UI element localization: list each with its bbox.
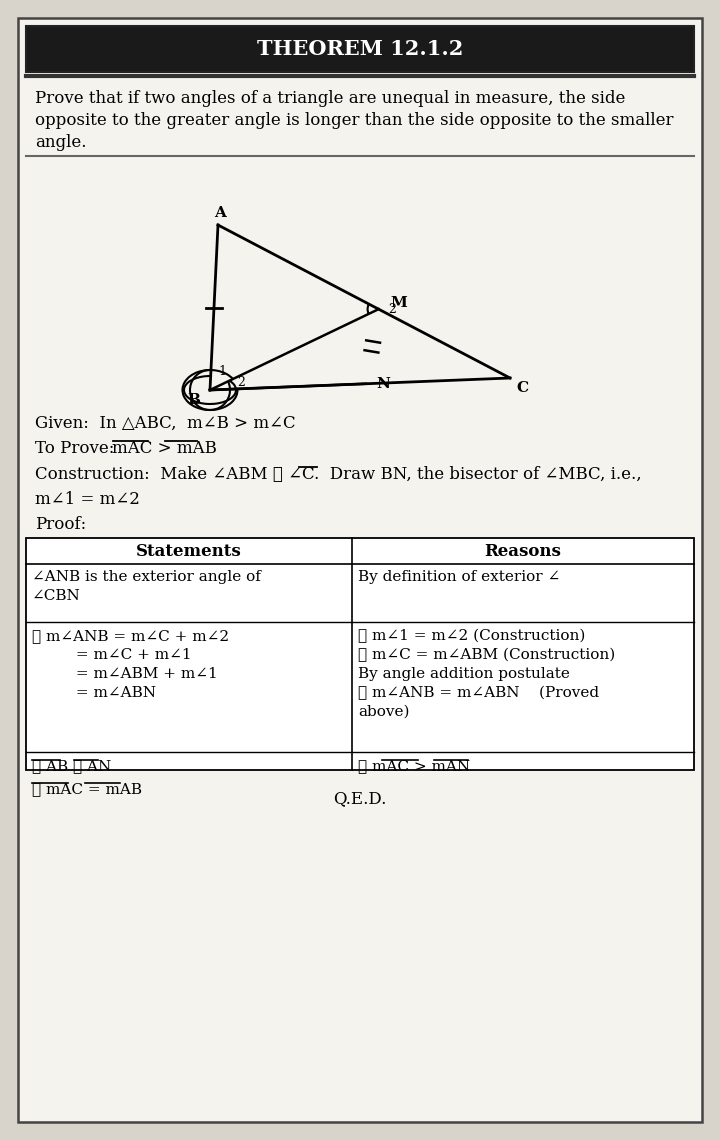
Text: Given:  In △ABC,  m∠B > m∠C: Given: In △ABC, m∠B > m∠C (35, 415, 296, 432)
Bar (26, 26, 694, 72)
Text: angle.: angle. (35, 135, 86, 150)
Text: m∠1 = m∠2: m∠1 = m∠2 (35, 491, 140, 508)
Text: ∴ m∠ANB = m∠ABN    (Proved: ∴ m∠ANB = m∠ABN (Proved (358, 686, 599, 700)
Text: By definition of exterior ∠: By definition of exterior ∠ (358, 570, 560, 584)
Text: To Prove:: To Prove: (35, 440, 120, 457)
Text: Reasons: Reasons (485, 543, 562, 560)
Text: ∠ANB is the exterior angle of
∠CBN: ∠ANB is the exterior angle of ∠CBN (32, 570, 261, 603)
Text: ∴ mAC > mAN: ∴ mAC > mAN (358, 759, 470, 773)
Text: M: M (391, 296, 408, 310)
Text: = m∠C + m∠1: = m∠C + m∠1 (32, 648, 192, 662)
Text: Proof:: Proof: (35, 516, 86, 534)
Text: ∴ mAC = mAB: ∴ mAC = mAB (32, 782, 142, 796)
Text: ∴ m∠C = m∠ABM (Construction): ∴ m∠C = m∠ABM (Construction) (358, 648, 616, 662)
Text: opposite to the greater angle is longer than the side opposite to the smaller: opposite to the greater angle is longer … (35, 112, 673, 129)
Text: A: A (214, 206, 226, 220)
Text: N: N (376, 376, 390, 391)
Text: 2: 2 (389, 303, 397, 316)
Text: above): above) (358, 705, 410, 719)
Text: 1: 1 (218, 365, 226, 378)
Text: = m∠ABM + m∠1: = m∠ABM + m∠1 (32, 667, 217, 681)
Text: Prove that if two angles of a triangle are unequal in measure, the side: Prove that if two angles of a triangle a… (35, 90, 626, 107)
Text: Statements: Statements (136, 543, 242, 560)
Text: = m∠ABN: = m∠ABN (32, 686, 156, 700)
Text: ∴ m∠1 = m∠2 (Construction): ∴ m∠1 = m∠2 (Construction) (358, 629, 585, 643)
Text: THEOREM 12.1.2: THEOREM 12.1.2 (257, 39, 463, 59)
Text: C: C (516, 381, 528, 394)
Text: ∴ AB ≅ AN: ∴ AB ≅ AN (32, 759, 112, 773)
Text: Construction:  Make ∠ABM ≅ ∠C.  Draw BN, the bisector of ∠MBC, i.e.,: Construction: Make ∠ABM ≅ ∠C. Draw BN, t… (35, 466, 642, 483)
Text: B: B (187, 393, 200, 407)
Text: Q.E.D.: Q.E.D. (333, 790, 387, 807)
Text: mAC > mAB: mAC > mAB (112, 440, 217, 457)
Bar (26, 538, 694, 770)
Text: By angle addition postulate: By angle addition postulate (358, 667, 570, 681)
Text: 2: 2 (237, 376, 245, 389)
Text: ∴ m∠ANB = m∠C + m∠2: ∴ m∠ANB = m∠C + m∠2 (32, 629, 229, 643)
